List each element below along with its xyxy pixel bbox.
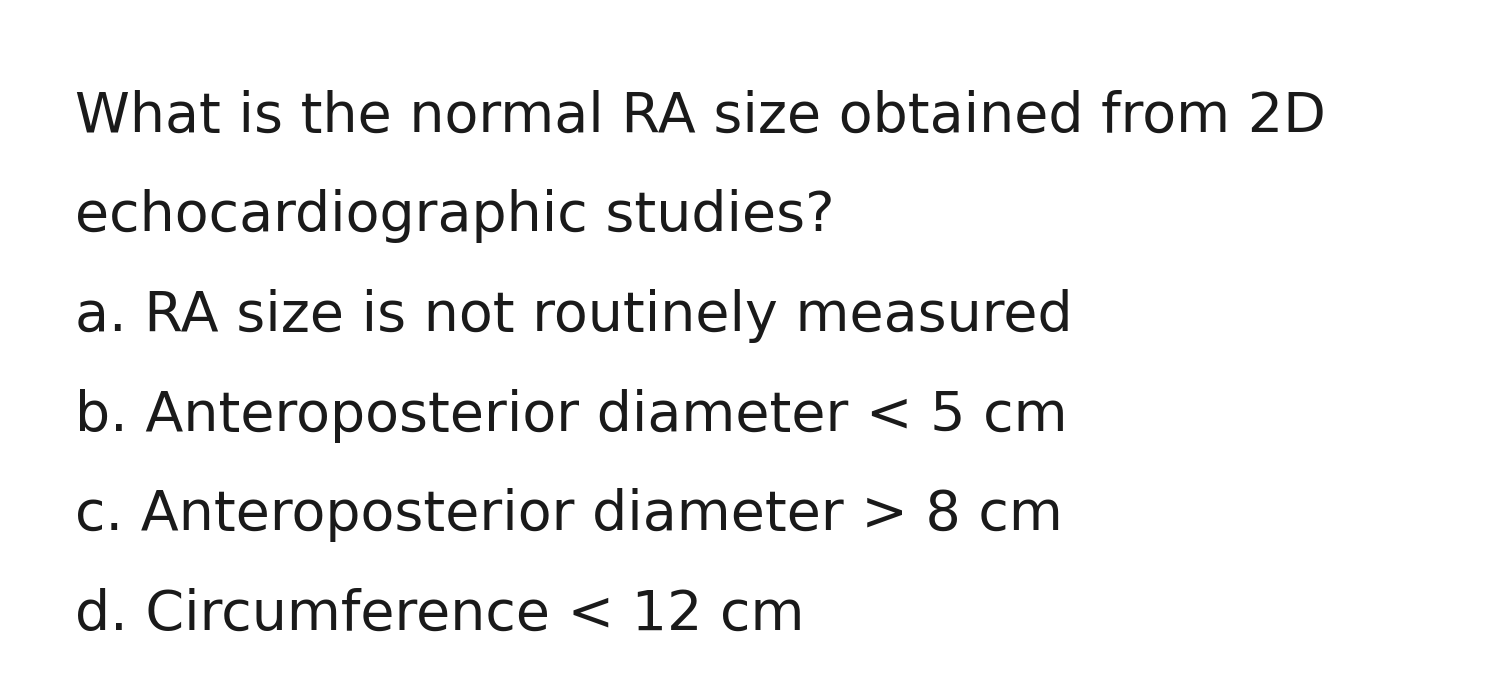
Text: c. Anteroposterior diameter > 8 cm: c. Anteroposterior diameter > 8 cm bbox=[75, 488, 1064, 542]
Text: echocardiographic studies?: echocardiographic studies? bbox=[75, 189, 834, 243]
Text: b. Anteroposterior diameter < 5 cm: b. Anteroposterior diameter < 5 cm bbox=[75, 389, 1068, 442]
Text: d. Circumference < 12 cm: d. Circumference < 12 cm bbox=[75, 588, 804, 642]
Text: a. RA size is not routinely measured: a. RA size is not routinely measured bbox=[75, 289, 1072, 343]
Text: What is the normal RA size obtained from 2D: What is the normal RA size obtained from… bbox=[75, 89, 1326, 143]
